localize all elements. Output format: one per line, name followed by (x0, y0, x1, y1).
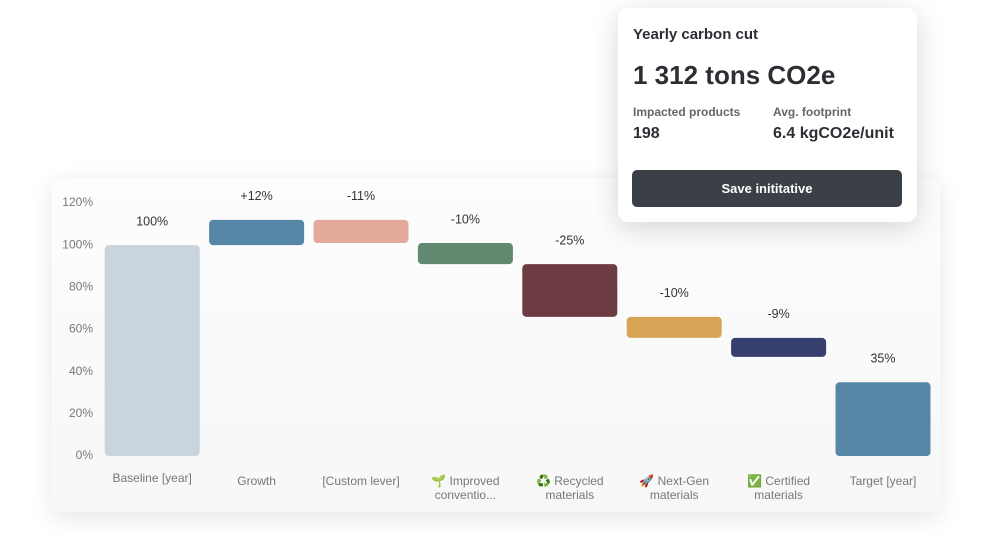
x-tick-label: Baseline [year] (112, 471, 192, 485)
y-tick-label: 20% (69, 406, 93, 420)
value-label: 100% (136, 214, 168, 228)
value-label: 35% (870, 352, 895, 366)
stat-value: 6.4 kgCO2e/unit (773, 125, 894, 142)
value-label: -25% (555, 233, 584, 247)
card-headline: 1 312 tons CO2e (633, 60, 836, 90)
y-tick-label: 0% (76, 448, 94, 462)
y-tick-label: 100% (62, 237, 93, 251)
y-tick-label: 120% (62, 195, 93, 209)
x-tick-label: ♻️ Recycled materials (535, 474, 604, 502)
summary-card: Yearly carbon cut 1 312 tons CO2e Impact… (618, 8, 917, 222)
stat-label: Impacted products (633, 105, 741, 119)
stat-value: 198 (633, 125, 660, 142)
y-tick-label: 80% (69, 280, 93, 294)
bar (731, 337, 827, 357)
x-tick-label: ✅ Certified materials (747, 474, 811, 502)
x-tick-label: 🚀 Next-Gen materials (639, 474, 709, 502)
y-tick-label: 40% (69, 364, 93, 378)
bar (417, 243, 513, 265)
bar (626, 316, 722, 338)
y-tick-label: 60% (69, 322, 93, 336)
bar (313, 219, 409, 244)
value-label: -10% (660, 286, 689, 300)
save-button[interactable]: Save inititative (632, 170, 902, 207)
stat-label: Avg. footprint (773, 105, 852, 119)
value-label: -11% (347, 189, 375, 203)
bar (835, 382, 931, 456)
x-tick-label: Growth (237, 474, 276, 488)
bar (522, 264, 618, 317)
bar (209, 219, 305, 246)
value-label: -10% (451, 212, 480, 226)
x-tick-label: [Custom lever] (322, 474, 400, 488)
value-label: +12% (240, 189, 272, 203)
bar (104, 245, 200, 456)
x-tick-label: 🌱 Improved conventio... (431, 474, 500, 502)
card-title: Yearly carbon cut (633, 26, 759, 43)
x-tick-label: Target [year] (849, 474, 917, 488)
value-label: -9% (767, 307, 789, 321)
